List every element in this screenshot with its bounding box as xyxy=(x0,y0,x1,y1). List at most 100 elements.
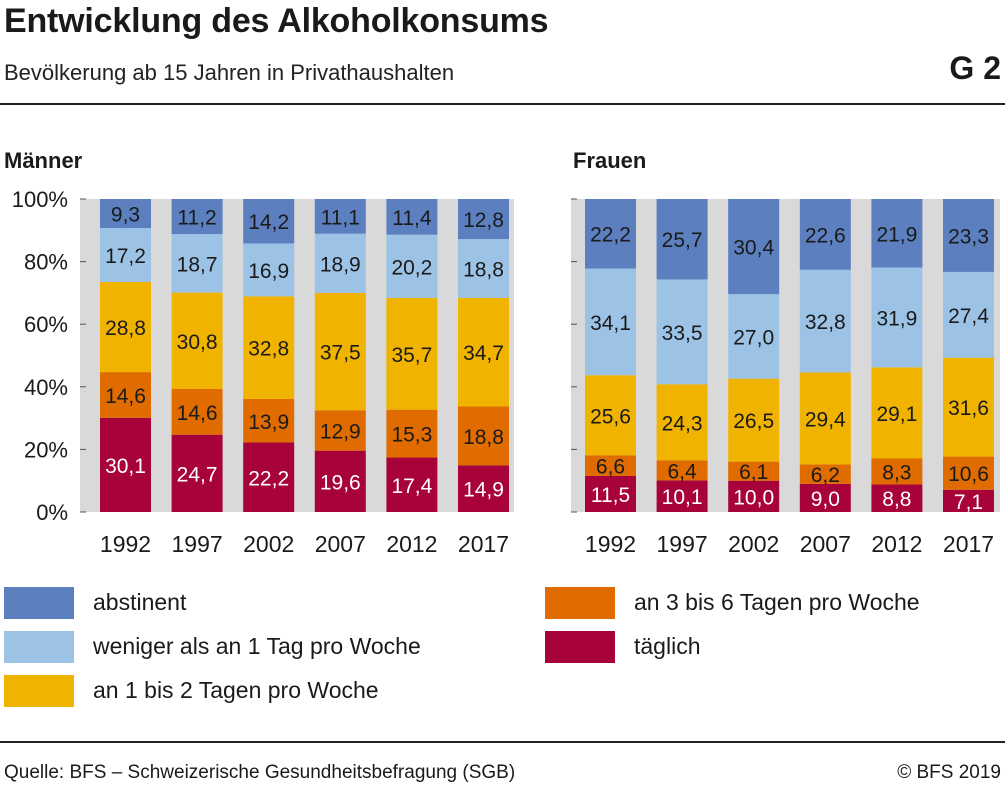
legend-label-an3bis6: an 3 bis 6 Tagen pro Woche xyxy=(634,589,920,615)
bar-segment-taeglich xyxy=(656,480,708,512)
bar-segment-weniger xyxy=(728,294,780,379)
bar-segment-an3bis6 xyxy=(100,372,151,418)
stacked-bar-charts: 0% 20% 40% 60% 80% 100% 30,1 14,6 28,8 17,2 9,3 199… xyxy=(12,187,1000,557)
bar-segment-abstinent xyxy=(585,199,636,269)
bar-segment-weniger xyxy=(314,233,366,293)
chart-subtitle: Bevölkerung ab 15 Jahren in Privathausha… xyxy=(4,60,455,85)
bar-segment-weniger xyxy=(171,234,223,293)
data-label-weniger: 32,8 xyxy=(805,311,846,334)
figure-code: G 2 xyxy=(949,50,1001,86)
data-label-an3bis6: 12,9 xyxy=(320,420,361,443)
data-label-an3bis6: 6,4 xyxy=(667,460,697,483)
x-tick-label: 1992 xyxy=(100,531,151,557)
bar-segment-taeglich xyxy=(585,476,636,512)
bar-segment-weniger xyxy=(458,239,509,298)
copyright-note: © BFS 2019 xyxy=(897,762,1001,783)
data-label-an1bis2: 24,3 xyxy=(662,412,703,435)
data-label-weniger: 16,9 xyxy=(248,260,289,283)
bar-segment-abstinent xyxy=(943,199,994,272)
data-label-taeglich: 22,2 xyxy=(248,467,289,490)
bar-segment-abstinent xyxy=(728,199,780,295)
bar-segment-an1bis2 xyxy=(799,372,851,465)
data-label-abstinent: 12,8 xyxy=(463,209,504,232)
data-label-weniger: 34,1 xyxy=(590,312,631,335)
x-tick-label: 1992 xyxy=(585,531,636,557)
bar-segment-taeglich xyxy=(728,480,780,512)
bar-segment-an1bis2 xyxy=(458,297,509,407)
bar-segment-an1bis2 xyxy=(728,378,780,462)
x-tick-label: 2007 xyxy=(315,531,366,557)
bar-segment-weniger xyxy=(799,269,851,373)
x-tick-label: 1997 xyxy=(657,531,708,557)
data-label-weniger: 33,5 xyxy=(662,322,703,345)
bar-segment-an3bis6 xyxy=(386,409,438,458)
legend-swatch-abstinent xyxy=(4,587,74,619)
data-label-taeglich: 8,8 xyxy=(882,488,911,511)
data-label-weniger: 27,0 xyxy=(733,326,774,349)
bar-segment-weniger xyxy=(871,267,923,368)
bar-segment-an1bis2 xyxy=(314,292,366,411)
bar-segment-an1bis2 xyxy=(171,292,223,389)
bar-segment-weniger xyxy=(100,228,151,282)
data-label-abstinent: 25,7 xyxy=(662,229,703,252)
panel-title-maenner: Männer xyxy=(4,148,83,173)
bar-segment-abstinent xyxy=(799,199,851,270)
bar-segment-an3bis6 xyxy=(943,456,994,490)
data-label-taeglich: 14,9 xyxy=(463,479,504,502)
data-label-an1bis2: 30,8 xyxy=(177,331,218,354)
data-label-an3bis6: 6,6 xyxy=(596,456,625,479)
bar-segment-an3bis6 xyxy=(799,464,851,484)
source-note: Quelle: BFS – Schweizerische Gesundheits… xyxy=(4,762,516,783)
panel-title-frauen: Frauen xyxy=(573,148,647,173)
bar-segment-weniger xyxy=(243,243,295,297)
y-tick-label: 80% xyxy=(24,250,68,275)
bar-segment-an1bis2 xyxy=(585,375,636,456)
data-label-abstinent: 30,4 xyxy=(733,237,774,260)
data-label-weniger: 17,2 xyxy=(105,245,146,268)
data-label-abstinent: 9,3 xyxy=(111,204,140,227)
bar-segment-an1bis2 xyxy=(871,367,923,459)
data-label-an3bis6: 18,8 xyxy=(463,426,504,449)
bar-segment-abstinent xyxy=(100,199,151,229)
data-label-taeglich: 9,0 xyxy=(811,488,840,511)
data-label-an1bis2: 28,8 xyxy=(105,317,146,340)
bar-segment-abstinent xyxy=(386,199,438,235)
data-label-an3bis6: 14,6 xyxy=(177,402,218,425)
bar-segment-taeglich xyxy=(458,465,509,512)
data-label-an1bis2: 25,6 xyxy=(590,405,631,428)
bar-segment-an3bis6 xyxy=(728,461,780,481)
data-label-an3bis6: 8,3 xyxy=(882,461,911,484)
data-label-taeglich: 10,1 xyxy=(662,486,703,509)
legend-label-an1bis2: an 1 bis 2 Tagen pro Woche xyxy=(93,677,379,703)
bar-segment-abstinent xyxy=(656,199,708,280)
data-label-weniger: 18,9 xyxy=(320,253,361,276)
x-tick-label: 2017 xyxy=(458,531,509,557)
bar-segment-abstinent xyxy=(314,199,366,234)
x-tick-label: 2012 xyxy=(871,531,922,557)
legend-swatch-weniger xyxy=(4,631,74,663)
data-label-abstinent: 22,2 xyxy=(590,224,631,247)
data-label-an3bis6: 13,9 xyxy=(248,411,289,434)
plot-background-maenner xyxy=(80,199,514,512)
data-label-an3bis6: 6,2 xyxy=(811,464,840,487)
bar-segment-abstinent xyxy=(458,199,509,240)
bar-segment-abstinent xyxy=(171,199,223,235)
data-label-an3bis6: 14,6 xyxy=(105,385,146,408)
data-label-an1bis2: 37,5 xyxy=(320,342,361,365)
data-label-abstinent: 11,1 xyxy=(321,206,360,229)
legend-label-abstinent: abstinent xyxy=(93,589,187,615)
data-label-an1bis2: 31,6 xyxy=(948,397,989,420)
legend-swatch-an3bis6 xyxy=(545,587,615,619)
bar-segment-weniger xyxy=(656,279,708,385)
plot-background-frauen xyxy=(571,199,1000,512)
header-divider xyxy=(0,103,1005,105)
legend-swatch-taeglich xyxy=(545,631,615,663)
bar-segment-an3bis6 xyxy=(458,406,509,466)
data-label-an1bis2: 29,4 xyxy=(805,408,846,431)
legend-label-weniger: weniger als an 1 Tag pro Woche xyxy=(93,633,421,659)
data-label-weniger: 27,4 xyxy=(948,305,989,328)
x-tick-label: 2012 xyxy=(386,531,437,557)
x-tick-label: 2002 xyxy=(728,531,779,557)
bar-segment-taeglich xyxy=(799,483,851,512)
data-label-abstinent: 11,2 xyxy=(177,207,216,230)
